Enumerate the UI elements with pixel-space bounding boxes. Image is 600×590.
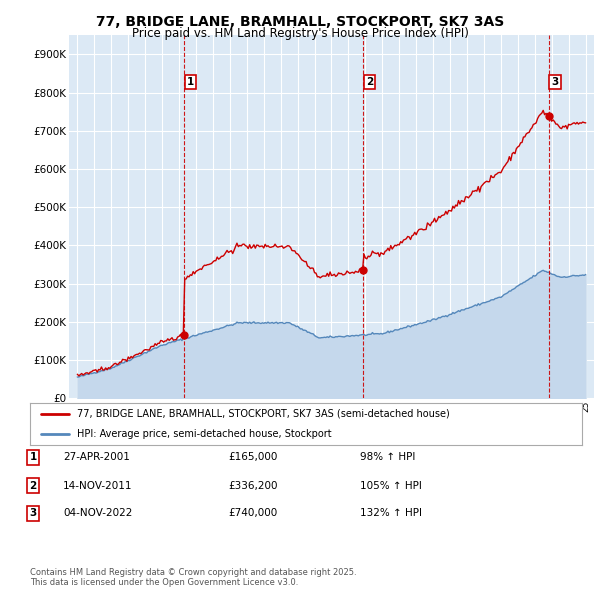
Text: 1: 1	[29, 453, 37, 462]
Text: £336,200: £336,200	[228, 481, 277, 490]
Text: 98% ↑ HPI: 98% ↑ HPI	[360, 453, 415, 462]
Text: 04-NOV-2022: 04-NOV-2022	[63, 509, 133, 518]
Text: 3: 3	[551, 77, 559, 87]
Text: 27-APR-2001: 27-APR-2001	[63, 453, 130, 462]
Text: 14-NOV-2011: 14-NOV-2011	[63, 481, 133, 490]
Text: 1: 1	[187, 77, 194, 87]
Text: Price paid vs. HM Land Registry's House Price Index (HPI): Price paid vs. HM Land Registry's House …	[131, 27, 469, 40]
Text: 3: 3	[29, 509, 37, 518]
Text: 2: 2	[29, 481, 37, 490]
Text: 77, BRIDGE LANE, BRAMHALL, STOCKPORT, SK7 3AS (semi-detached house): 77, BRIDGE LANE, BRAMHALL, STOCKPORT, SK…	[77, 409, 449, 418]
Text: 105% ↑ HPI: 105% ↑ HPI	[360, 481, 422, 490]
Text: £165,000: £165,000	[228, 453, 277, 462]
Text: £740,000: £740,000	[228, 509, 277, 518]
Text: 2: 2	[366, 77, 373, 87]
Text: 132% ↑ HPI: 132% ↑ HPI	[360, 509, 422, 518]
Text: 77, BRIDGE LANE, BRAMHALL, STOCKPORT, SK7 3AS: 77, BRIDGE LANE, BRAMHALL, STOCKPORT, SK…	[96, 15, 504, 29]
Text: Contains HM Land Registry data © Crown copyright and database right 2025.
This d: Contains HM Land Registry data © Crown c…	[30, 568, 356, 587]
Text: HPI: Average price, semi-detached house, Stockport: HPI: Average price, semi-detached house,…	[77, 428, 332, 438]
